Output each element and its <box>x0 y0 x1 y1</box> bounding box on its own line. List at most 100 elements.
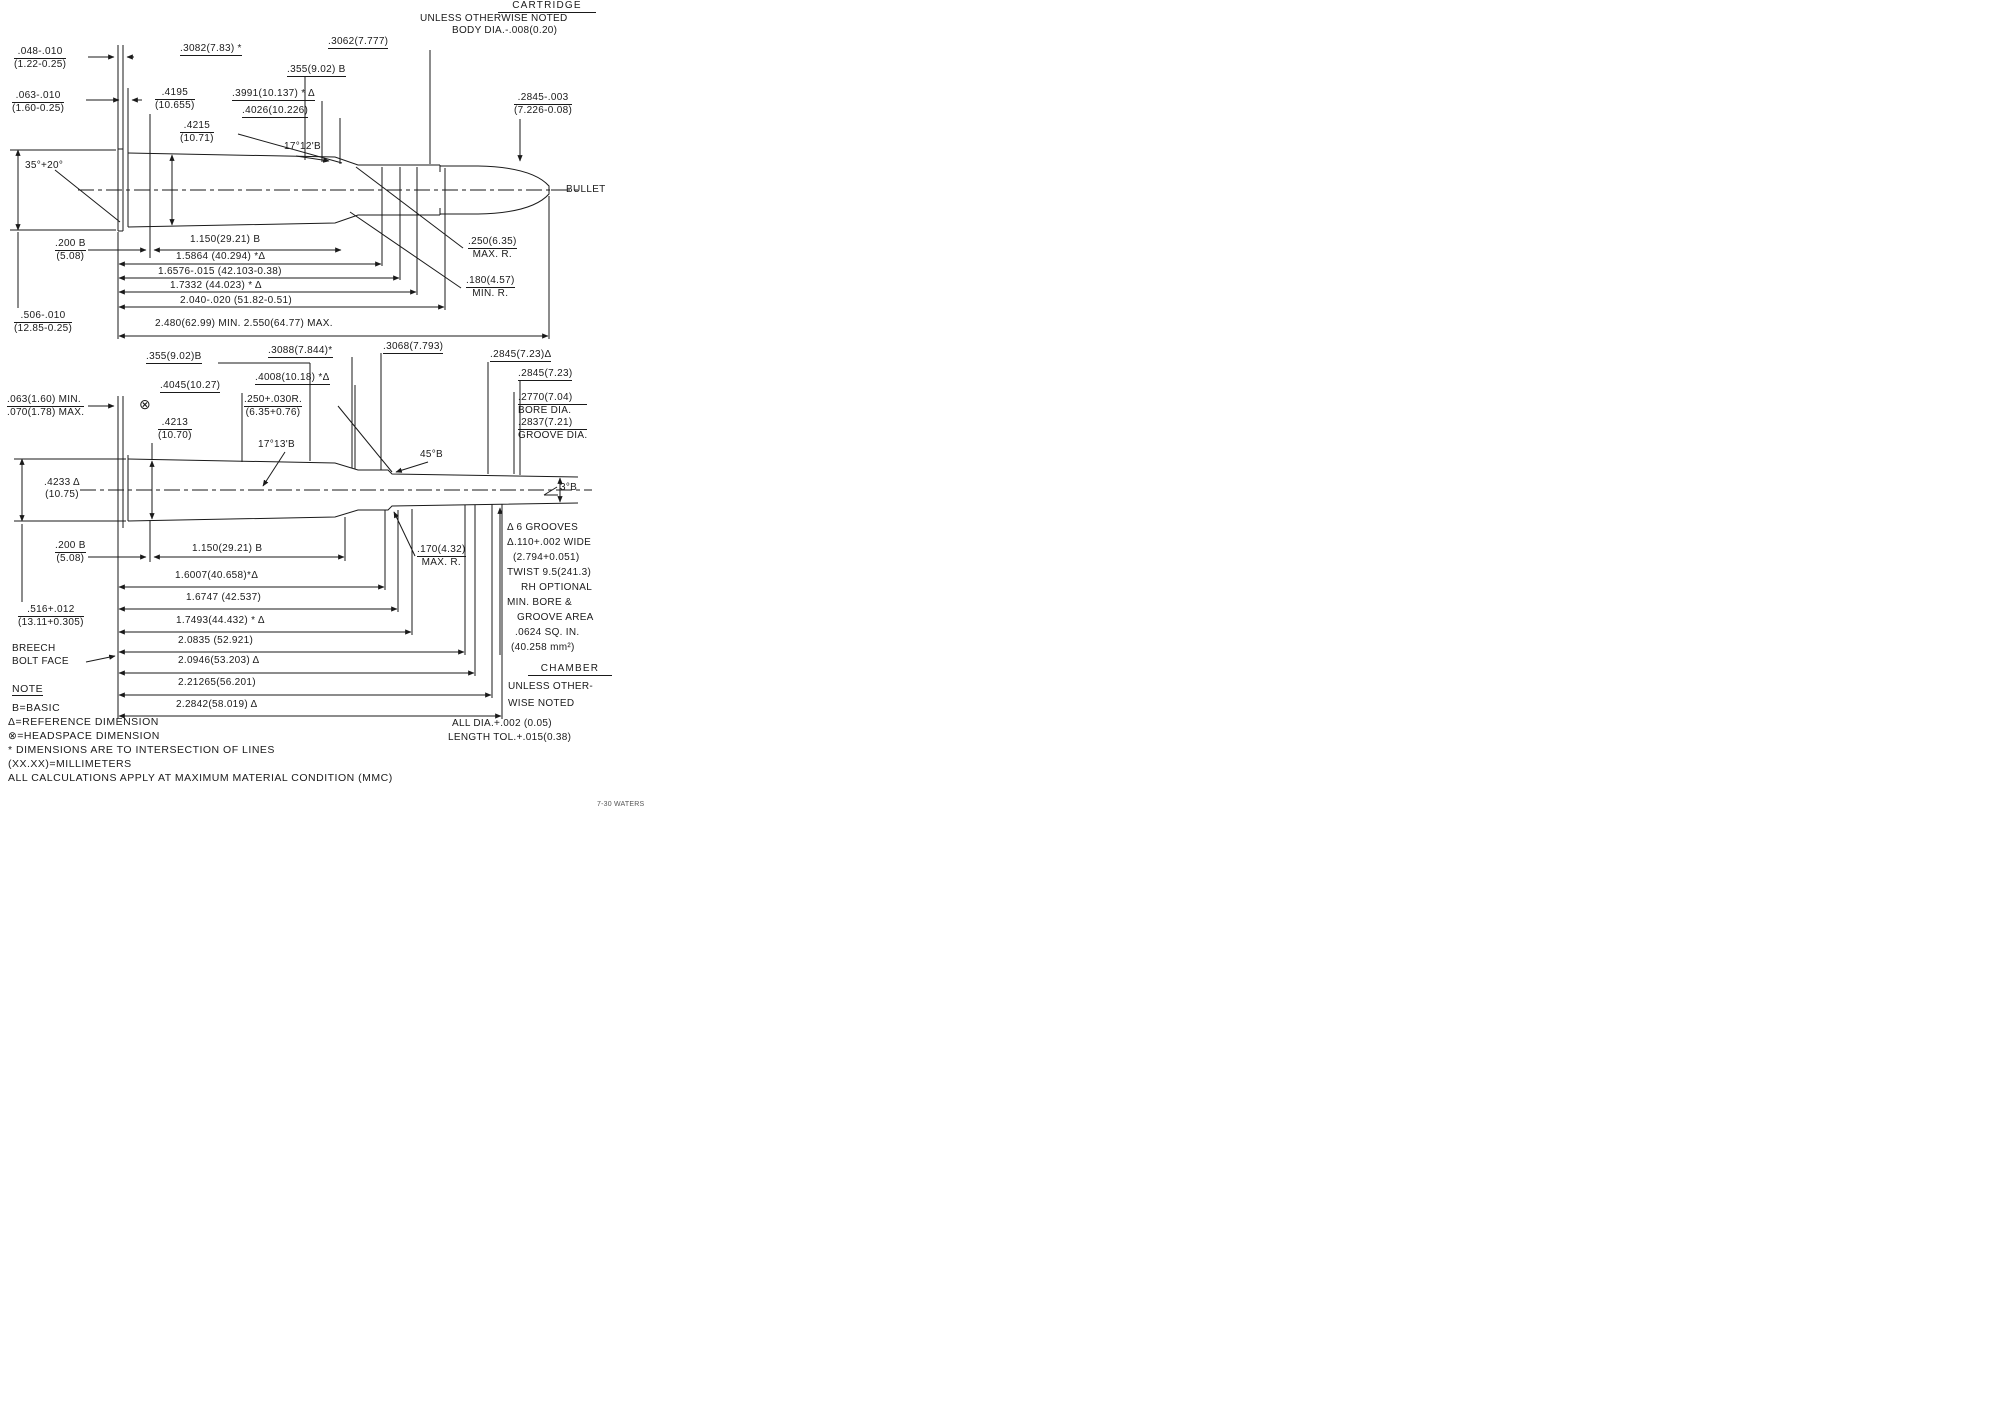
note-item-headspace: ⊗=HEADSPACE DIMENSION <box>8 730 160 742</box>
neck-dia-b-dim: .3062(7.777) <box>328 36 389 49</box>
note-item-intersection: * DIMENSIONS ARE TO INTERSECTION OF LINE… <box>8 744 275 756</box>
chamber-neck-dia-b-dim: .3068(7.793) <box>383 341 444 354</box>
rim-thickness-inch: .048-.010 <box>14 46 67 59</box>
note-item-mmc: ALL CALCULATIONS APPLY AT MAXIMUM MATERI… <box>8 772 393 784</box>
recess-dia-dim: .516+.012 (13.11+0.305) <box>18 604 84 629</box>
groove-dia-value: .2837(7.21) <box>518 417 588 430</box>
headspace-symbol-icon: ⊗ <box>139 396 152 412</box>
shoulder-dia-dim: .4026(10.226) <box>242 105 309 118</box>
note-item-basic: B=BASIC <box>12 702 61 714</box>
headspace-min: .063(1.60) MIN. <box>7 394 85 407</box>
rifling-note-line: TWIST 9.5(241.3) <box>507 567 592 578</box>
chamber-radius-max-inch: .170(4.32) <box>417 544 466 557</box>
chamber-head-to-groove-mm: (5.08) <box>56 553 85 564</box>
bullet-label: BULLET <box>566 184 606 195</box>
base-dia-dim: .4195 (10.655) <box>155 87 195 112</box>
throat-radius-dim: .250+.030R. (6.35+0.76) <box>244 394 303 419</box>
chamber-length-ref2-dim: 1.7493(44.432) * Δ <box>176 615 265 626</box>
cartridge-length-to-shoulder-dim: 1.150(29.21) B <box>190 234 261 245</box>
cartridge-dimension-lines <box>10 50 550 339</box>
note-item-reference: Δ=REFERENCE DIMENSION <box>8 716 159 728</box>
cartridge-length-ref1-dim: 1.6576-.015 (42.103-0.38) <box>158 266 282 277</box>
cartridge-head-to-groove-mm: (5.08) <box>56 251 85 262</box>
rim-dia-mm: (12.85-0.25) <box>14 323 73 334</box>
extractor-groove-mm: (1.60-0.25) <box>12 103 65 114</box>
extractor-groove-dim: .063-.010 (1.60-0.25) <box>12 90 65 115</box>
rifling-note-line: MIN. BORE & <box>507 597 572 608</box>
rim-dia-inch: .506-.010 <box>14 310 73 323</box>
chamber-shoulder-dia-b-dim: .4008(10.18) *Δ <box>255 372 330 385</box>
chamber-base-dia-inch: .4213 <box>158 417 192 430</box>
sheet-footer-cartridge-name: 7-30 WATERS <box>597 801 645 808</box>
chamber-shoulder-angle: 17°13'B <box>258 439 295 450</box>
groove-dia-label: GROOVE DIA. <box>518 430 588 441</box>
chamber-radius-max-dim: .170(4.32) MAX. R. <box>417 544 466 569</box>
chamber-profile <box>117 396 579 530</box>
neck-length-dim: .355(9.02) B <box>287 64 346 77</box>
bore-dia-label: BORE DIA. <box>518 405 572 416</box>
headspace-dim: .063(1.60) MIN. .070(1.78) MAX. <box>7 394 85 419</box>
chamber-body-dia-inch: .4233 Δ <box>44 477 81 488</box>
chamber-length-ref4-dim: 2.0946(53.203) Δ <box>178 655 260 666</box>
rifling-note-line: .0624 SQ. IN. <box>515 627 580 638</box>
rifling-note-block: Δ 6 GROOVES Δ.110+.002 WIDE (2.794+0.051… <box>507 520 594 655</box>
rifling-note-line: Δ.110+.002 WIDE <box>507 537 592 548</box>
extractor-groove-inch: .063-.010 <box>12 90 65 103</box>
chamber-tolerance-line2: WISE NOTED <box>508 698 575 709</box>
rifling-note-line: Δ 6 GROOVES <box>507 522 579 533</box>
headspace-max: .070(1.78) MAX. <box>7 407 85 418</box>
cartridge-head-to-groove-inch: .200 B <box>55 238 86 251</box>
base-dia-inch: .4195 <box>155 87 195 100</box>
chamber-tolerance-line3: ALL DIA.+.002 (0.05) <box>452 718 552 729</box>
rim-thickness-mm: (1.22-0.25) <box>14 59 67 70</box>
rim-bevel-angle: 35°+20° <box>25 160 64 171</box>
rim-dia-dim: .506-.010 (12.85-0.25) <box>14 310 73 335</box>
chamber-head-to-groove-inch: .200 B <box>55 540 86 553</box>
bullet-dia-dim: .2845-.003 (7.226-0.08) <box>514 92 573 117</box>
cartridge-length-to-neck-dim: 1.5864 (40.294) *Δ <box>176 251 266 262</box>
base-dia-mm: (10.655) <box>155 100 195 111</box>
cartridge-tolerance-note-line2: BODY DIA.-.008(0.20) <box>452 25 558 36</box>
chamber-length-to-neck-dim: 1.6007(40.658)*Δ <box>175 570 259 581</box>
radius-max-label: MAX. R. <box>472 249 512 260</box>
throat-radius-inch: .250+.030R. <box>244 394 303 407</box>
cartridge-case-profile <box>117 45 562 232</box>
chamber-head-to-groove-dim: .200 B (5.08) <box>55 540 86 565</box>
overall-length-dim: 2.480(62.99) MIN. 2.550(64.77) MAX. <box>155 318 333 329</box>
chamber-length-to-shoulder-dim: 1.150(29.21) B <box>192 543 263 554</box>
chamber-tolerance-line4: LENGTH TOL.+.015(0.38) <box>448 732 572 743</box>
case-length-dim: 2.040-.020 (51.82-0.51) <box>180 295 292 306</box>
rifling-note-line: (40.258 mm²) <box>511 642 575 653</box>
rifling-note-line: GROOVE AREA <box>517 612 594 623</box>
cartridge-length-ref2-dim: 1.7332 (44.023) * Δ <box>170 280 262 291</box>
bore-dia-value: .2770(7.04) <box>518 392 588 405</box>
chamber-bullet-dia-dim: .2845(7.23) <box>518 368 573 381</box>
bore-groove-dia-block: .2770(7.04) BORE DIA. .2837(7.21) GROOVE… <box>518 392 588 442</box>
chamber-dimension-lines <box>14 353 563 719</box>
note-heading: NOTE <box>12 683 44 696</box>
body-dia-inch: .4215 <box>180 120 214 133</box>
cartridge-shoulder-angle: 17°12'B <box>284 141 321 152</box>
cartridge-head-to-groove-dim: .200 B (5.08) <box>55 238 86 263</box>
bullet-dia-inch: .2845-.003 <box>514 92 573 105</box>
chamber-body-dia-mm: (10.75) <box>45 489 79 500</box>
body-dia-mm: (10.71) <box>180 133 214 144</box>
chamber-title: CHAMBER <box>528 663 612 676</box>
radius-max-inch: .250(6.35) <box>468 236 517 249</box>
rim-thickness-dim: .048-.010 (1.22-0.25) <box>14 46 67 71</box>
chamber-neck-dia-a-dim: .3088(7.844)* <box>268 345 333 358</box>
radius-max-dim: .250(6.35) MAX. R. <box>468 236 517 261</box>
chamber-length-ref3-dim: 2.0835 (52.921) <box>178 635 254 646</box>
radius-min-inch: .180(4.57) <box>466 275 515 288</box>
shoulder-dia-ref-dim: .3991(10.137) * Δ <box>232 88 315 101</box>
recess-dia-mm: (13.11+0.305) <box>18 617 84 628</box>
recess-dia-inch: .516+.012 <box>18 604 84 617</box>
cartridge-title: CARTRIDGE <box>498 0 596 13</box>
breech-bolt-face-label-line2: BOLT FACE <box>12 656 69 667</box>
chamber-base-dia-mm: (10.70) <box>158 430 192 441</box>
radius-min-label: MIN. R. <box>472 288 509 299</box>
radius-min-dim: .180(4.57) MIN. R. <box>466 275 515 300</box>
chamber-bullet-dia-ref-dim: .2845(7.23)Δ <box>490 349 552 362</box>
chamber-neck-length-dim: .355(9.02)B <box>146 351 202 364</box>
